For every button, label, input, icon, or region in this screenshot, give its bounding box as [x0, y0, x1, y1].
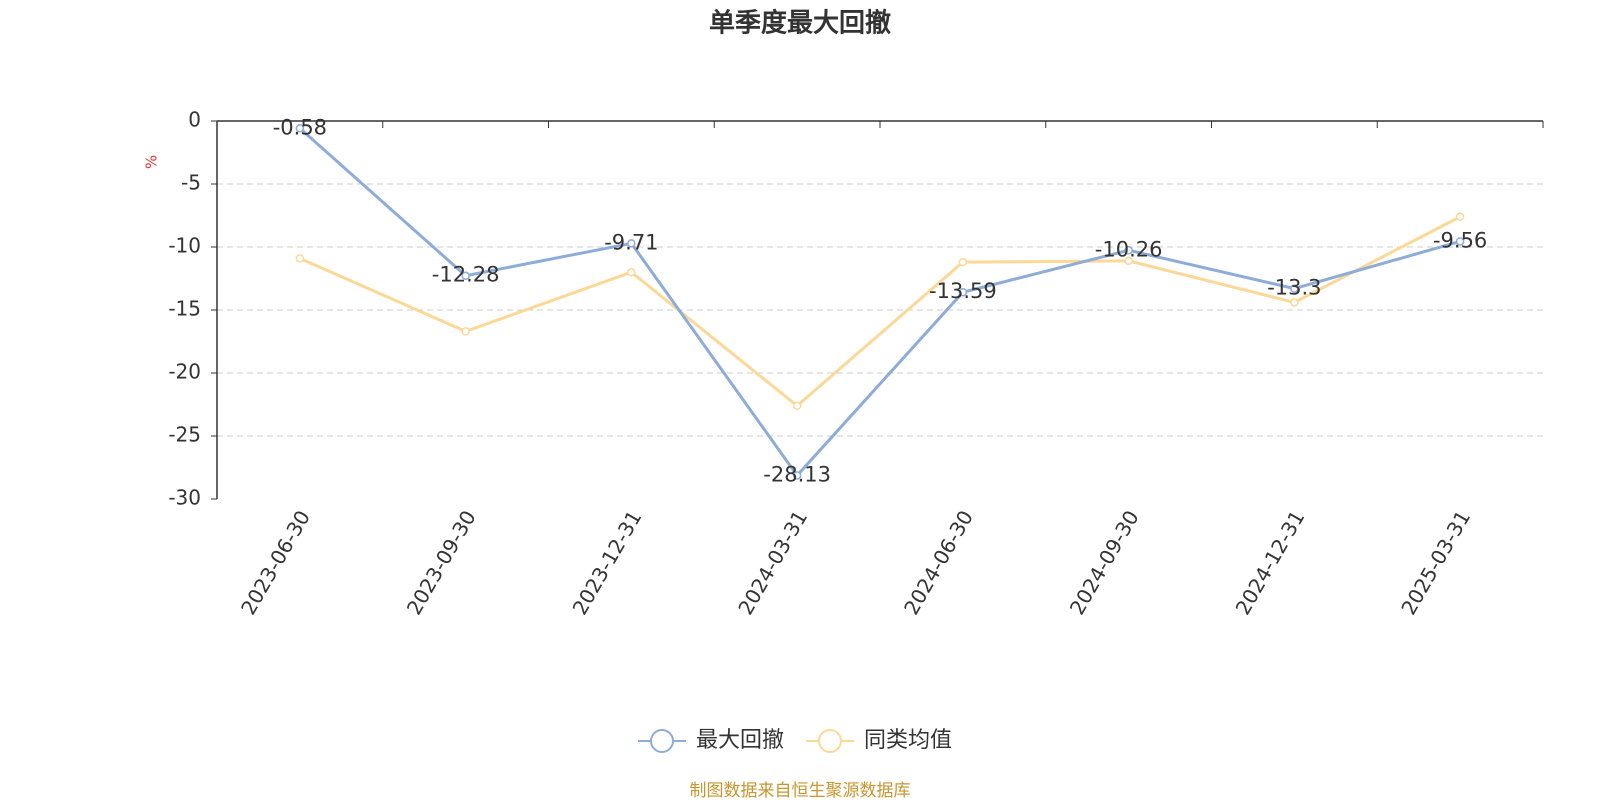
- data-label: -13.59: [929, 279, 997, 303]
- x-tick-label: 2023-06-30: [236, 506, 315, 619]
- x-tick-label: 2024-12-31: [1231, 506, 1310, 619]
- chart-title: 单季度最大回撤: [709, 8, 891, 39]
- y-tick-label: -30: [168, 486, 201, 510]
- point: [1124, 246, 1133, 255]
- y-tick-label: -10: [168, 234, 201, 258]
- point: [461, 271, 470, 280]
- point: [1124, 256, 1133, 266]
- legend-marker: [818, 729, 843, 753]
- data-label: -10.26: [1095, 237, 1163, 261]
- point: [792, 471, 802, 480]
- data-label: -0.58: [273, 115, 327, 139]
- data-label: -9.56: [1433, 228, 1487, 252]
- legend-label: 同类均值: [864, 728, 952, 753]
- x-tick-label: 2024-06-30: [899, 506, 978, 619]
- point: [1455, 237, 1465, 246]
- data-label: -12.28: [432, 263, 500, 287]
- x-tick-label: 2023-12-31: [568, 506, 647, 619]
- series-line: [299, 215, 1461, 408]
- y-tick-label: -15: [168, 297, 201, 321]
- point: [295, 124, 305, 133]
- point: [1290, 284, 1299, 293]
- x-tick-label: 2024-03-31: [733, 506, 812, 619]
- legend-label: 最大回撤: [696, 728, 784, 753]
- point: [627, 267, 636, 277]
- x-tick-label: 2025-03-31: [1396, 506, 1475, 619]
- point: [461, 327, 470, 336]
- y-axis-label: %: [143, 155, 161, 169]
- x-tick-label: 2024-09-30: [1065, 506, 1144, 619]
- y-tick-label: -20: [168, 360, 201, 384]
- point: [1455, 212, 1465, 222]
- y-tick-label: -5: [181, 171, 201, 195]
- series-line: [298, 127, 1461, 478]
- data-label: -13.3: [1267, 276, 1321, 300]
- y-tick-label: 0: [188, 108, 201, 132]
- data-label: -28.13: [763, 462, 831, 486]
- point: [627, 239, 636, 248]
- point: [792, 401, 802, 411]
- point: [958, 287, 968, 297]
- legend-marker: [650, 729, 674, 753]
- y-tick-label: -25: [168, 423, 201, 447]
- x-tick-label: 2023-09-30: [402, 506, 481, 619]
- source-note: 制图数据来自恒生聚源数据库: [690, 781, 911, 800]
- data-label: -9.71: [604, 230, 658, 254]
- point: [1290, 298, 1299, 307]
- point: [958, 257, 968, 267]
- point: [295, 254, 305, 263]
